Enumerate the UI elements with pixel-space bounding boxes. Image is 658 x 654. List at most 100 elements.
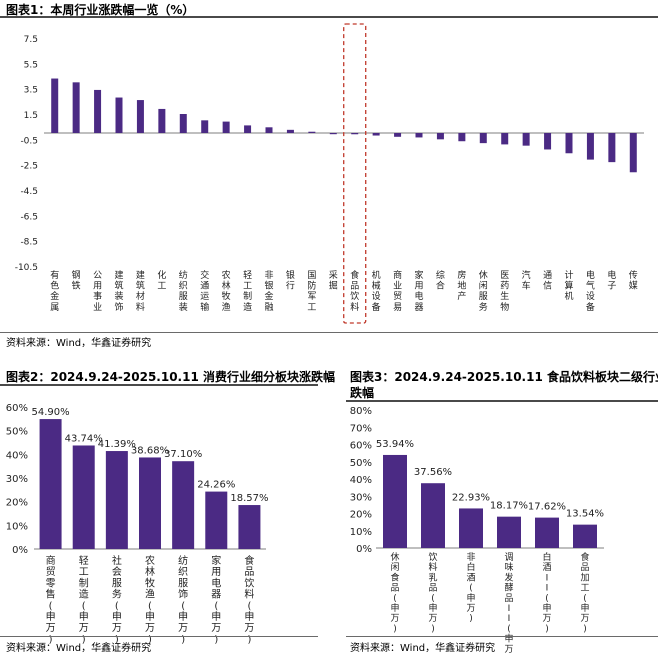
chart1-category-label: 通信 [543,270,552,292]
chart1-bar [501,133,509,145]
chart1-bar [94,89,102,133]
chart3-category-label: 饮料乳品(申万) [428,551,437,634]
chart1-source: 资料来源：Wind，华鑫证券研究 [6,338,152,349]
chart2-value-label: 43.74% [65,433,103,444]
chart2-category-label: 食品饮料(申万) [244,554,254,645]
chart1-ytick-label: 5.5 [24,60,38,70]
chart2-ytick-label: 50% [6,427,28,438]
chart1-ytick-label: -6.5 [20,212,38,222]
chart1-bar [286,129,294,133]
chart2-category-label: 商贸零售(申万) [46,554,56,645]
chart1-bottom-rule [0,332,658,333]
chart1-category-label: 传媒 [629,269,638,292]
chart1-category-label: 房地产 [457,269,466,302]
chart1-bar [72,82,80,133]
chart1-category-label: 农林牧渔 [222,269,231,313]
chart1-ytick-label: 1.5 [24,111,38,121]
chart1-category-label: 电子 [607,269,616,292]
chart1-bar-chart: 7.5 5.5 3.5 1.5 -0.5 -2.5 -4.5 -6.5 -8.5 -10.5 有色金… [15,23,644,324]
chart1-bar [265,127,273,133]
chart3-ytick-label: 80% [350,406,372,417]
chart3-value-label: 17.62% [528,502,566,513]
chart1-category-label: 轻工制造 [243,269,252,313]
chart3-ytick-label: 20% [350,510,372,521]
chart1-category-label: 国防军工 [307,270,316,313]
chart1-category-label: 商业贸易 [393,269,402,313]
chart2-bar [72,445,95,549]
chart1-bar [608,133,616,163]
chart3-value-label: 18.17% [490,501,528,512]
chart3-value-label: 22.93% [452,492,490,503]
chart3-category-label: 食品加工(申万) [580,551,589,634]
chart2-category-label: 农林牧渔(申万) [145,554,155,645]
chart1-highlight-box [343,23,367,324]
chart1-top-rule [0,16,658,18]
chart3-bar [459,508,483,548]
chart1-ytick-label: -2.5 [20,162,38,172]
chart1-bar [115,97,123,133]
chart1-category-label: 非银金融 [264,269,273,313]
chart2-bar [139,457,161,549]
chart1-category-label: 公用事业 [93,270,102,313]
chart2-title: 图表2：2024.9.24-2025.10.11 消费行业细分板块涨跌幅 [6,370,335,384]
chart3-ytick-label: 30% [350,492,372,503]
chart2-bar [39,419,62,549]
chart2-value-label: 38.68% [131,445,169,456]
chart2-bar [205,491,228,549]
chart1-bar [415,133,423,138]
chart1-category-label: 建筑材料 [136,269,145,313]
chart3-bar [421,483,445,548]
chart1-category-label: 计算机 [564,269,573,302]
chart1-ytick-label: -10.5 [15,263,38,273]
chart2-ytick-label: 40% [6,450,28,461]
chart2-bar [105,451,128,549]
chart3-bar [497,516,521,548]
chart3-ytick-label: 70% [350,423,372,434]
chart3-ytick-label: 0% [356,544,372,555]
chart2-value-label: 54.90% [32,407,70,418]
chart1-category-label: 有色金属 [50,269,59,313]
chart1-bar [158,108,166,133]
chart2-top-rule [0,384,318,386]
chart2-source: 资料来源：Wind，华鑫证券研究 [6,643,152,654]
chart1-bar [51,78,59,133]
chart3-value-label: 13.54% [566,509,604,520]
chart1-bar [394,133,402,137]
chart1-ytick-label: 3.5 [24,86,38,96]
chart1-bar [479,133,487,144]
chart1-category-label: 综合 [436,269,445,292]
chart2-value-label: 41.39% [98,439,136,450]
chart1-category-label: 家用电器 [414,269,423,313]
chart1-category-label: 交通运输 [200,269,209,313]
chart2-bar [238,505,261,549]
chart1-category-label: 医药生物 [500,270,509,313]
chart1-bar [201,120,209,133]
chart2-bar [172,461,195,549]
chart2-ytick-label: 60% [6,403,28,414]
chart1-bar [329,133,337,135]
chart1-category-label: 机械设备 [372,269,381,313]
chart2-value-label: 37.10% [164,449,202,460]
chart2-ytick-label: 0% [12,545,28,556]
chart3-title-line2: 跌幅 [350,386,375,400]
chart1-bar [629,133,637,173]
chart3-ytick-label: 50% [350,458,372,469]
chart1-ytick-label: -8.5 [20,238,38,248]
chart1-category-label: 纺织服装 [179,269,188,313]
chart2-category-label: 纺织服饰(申万) [178,554,188,645]
chart1-category-label: 休闲服务 [479,269,488,313]
chart3-top-rule [346,400,658,402]
chart1-ytick-label: -0.5 [20,136,38,146]
chart1-category-label: 钢铁 [72,269,81,292]
chart3-title-line1: 图表3：2024.9.24-2025.10.11 食品饮料板块二级行业涨 [350,370,658,384]
chart3-bar-chart: 80% 70% 60% 50% 40% 30% 20% 10% 0% 53.94% 休闲食品(申万)… [350,406,604,654]
chart1-bar [179,114,187,133]
chart3-ytick-label: 60% [350,441,372,452]
chart2-value-label: 18.57% [230,493,268,504]
chart2-value-label: 24.26% [197,480,235,491]
chart2-bottom-rule [0,636,318,637]
chart3-category-label: 非白酒(申万) [466,551,475,624]
chart1-bar [308,131,316,133]
chart1-bar [586,133,594,160]
